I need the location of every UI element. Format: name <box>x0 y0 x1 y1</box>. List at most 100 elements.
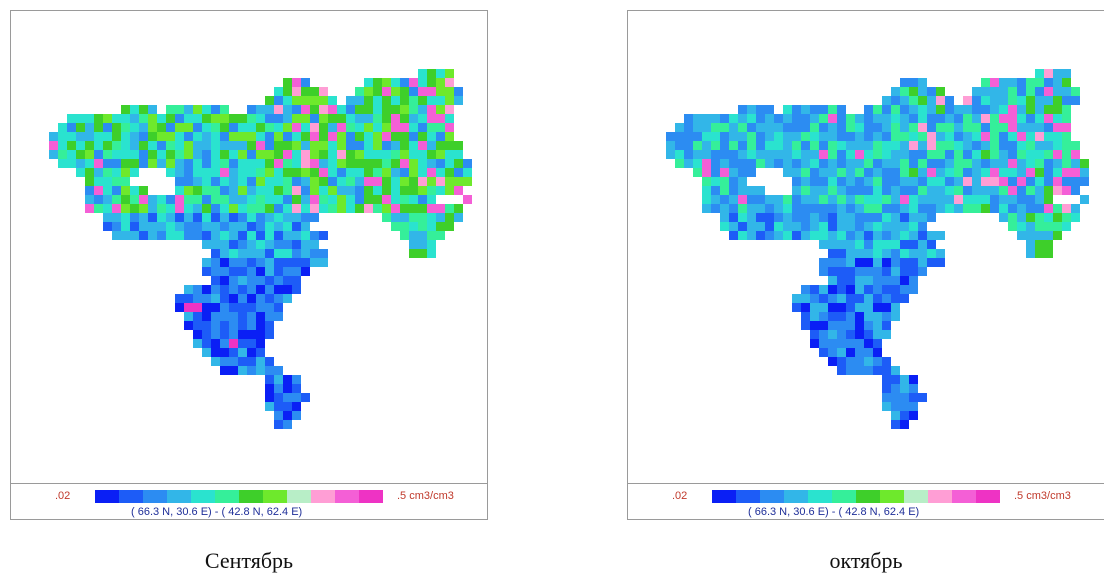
map-cell <box>819 204 828 213</box>
map-cell <box>936 105 945 114</box>
map-cell <box>720 141 729 150</box>
map-cell <box>1008 168 1017 177</box>
map-cell <box>756 213 765 222</box>
map-cell <box>990 87 999 96</box>
map-cell <box>283 276 292 285</box>
map-cell <box>918 96 927 105</box>
map-cell <box>882 285 891 294</box>
map-cell <box>819 294 828 303</box>
map-cell <box>337 195 346 204</box>
map-cell <box>427 150 436 159</box>
map-cell <box>945 168 954 177</box>
map-cell <box>990 204 999 213</box>
map-cell <box>711 132 720 141</box>
map-cell <box>873 195 882 204</box>
map-cell <box>1008 213 1017 222</box>
map-cell <box>283 132 292 141</box>
map-cell <box>310 87 319 96</box>
map-cell <box>900 231 909 240</box>
map-cell <box>711 123 720 132</box>
map-cell <box>1035 150 1044 159</box>
map-cell <box>945 132 954 141</box>
map-cell <box>738 114 747 123</box>
map-cell <box>1071 204 1080 213</box>
map-cell <box>175 213 184 222</box>
map-cell <box>864 303 873 312</box>
map-cell <box>711 177 720 186</box>
map-cell <box>445 177 454 186</box>
map-cell <box>801 159 810 168</box>
map-cell <box>819 222 828 231</box>
map-cell <box>855 186 864 195</box>
map-cell <box>220 159 229 168</box>
map-cell <box>166 114 175 123</box>
map-cell <box>283 123 292 132</box>
map-cell <box>972 159 981 168</box>
map-cell <box>319 132 328 141</box>
map-cell <box>355 105 364 114</box>
map-cell <box>801 168 810 177</box>
map-cell <box>729 132 738 141</box>
map-cell <box>927 159 936 168</box>
map-cell <box>702 168 711 177</box>
map-cell <box>238 195 247 204</box>
map-cell <box>247 105 256 114</box>
map-cell <box>391 114 400 123</box>
map-cell <box>1035 105 1044 114</box>
map-cell <box>828 339 837 348</box>
map-cell <box>301 204 310 213</box>
map-cell <box>265 114 274 123</box>
map-cell <box>148 213 157 222</box>
map-cell <box>436 168 445 177</box>
map-cell <box>103 123 112 132</box>
map-cell <box>445 168 454 177</box>
map-cell <box>909 141 918 150</box>
map-cell <box>1026 195 1035 204</box>
map-cell <box>274 240 283 249</box>
map-cell <box>256 339 265 348</box>
map-cell <box>265 258 274 267</box>
map-cell <box>184 312 193 321</box>
map-cell <box>454 213 463 222</box>
map-cell <box>837 339 846 348</box>
map-cell <box>918 231 927 240</box>
map-cell <box>720 132 729 141</box>
map-cell <box>247 294 256 303</box>
map-cell <box>283 87 292 96</box>
map-cell <box>1053 87 1062 96</box>
map-cell <box>990 168 999 177</box>
map-cell <box>873 321 882 330</box>
map-cell <box>283 159 292 168</box>
map-cell <box>247 213 256 222</box>
map-cell <box>202 222 211 231</box>
map-cell <box>891 249 900 258</box>
map-cell <box>166 105 175 114</box>
map-cell <box>882 312 891 321</box>
map-cell <box>58 132 67 141</box>
map-cell <box>1062 213 1071 222</box>
map-cell <box>202 150 211 159</box>
map-cell <box>130 159 139 168</box>
map-cell <box>711 195 720 204</box>
map-cell <box>265 249 274 258</box>
map-cell <box>301 249 310 258</box>
map-cell <box>837 159 846 168</box>
map-cell <box>211 150 220 159</box>
map-cell <box>747 114 756 123</box>
map-cell <box>130 114 139 123</box>
map-cell <box>711 114 720 123</box>
map-cell <box>846 168 855 177</box>
map-cell <box>121 222 130 231</box>
map-cell <box>873 258 882 267</box>
map-cell <box>927 87 936 96</box>
map-cell <box>819 258 828 267</box>
map-cell <box>855 177 864 186</box>
map-cell <box>729 114 738 123</box>
map-cell <box>864 321 873 330</box>
map-cell <box>112 186 121 195</box>
map-cell <box>792 186 801 195</box>
map-cell <box>855 285 864 294</box>
map-cell <box>175 141 184 150</box>
map-cell <box>283 204 292 213</box>
map-cell <box>238 231 247 240</box>
